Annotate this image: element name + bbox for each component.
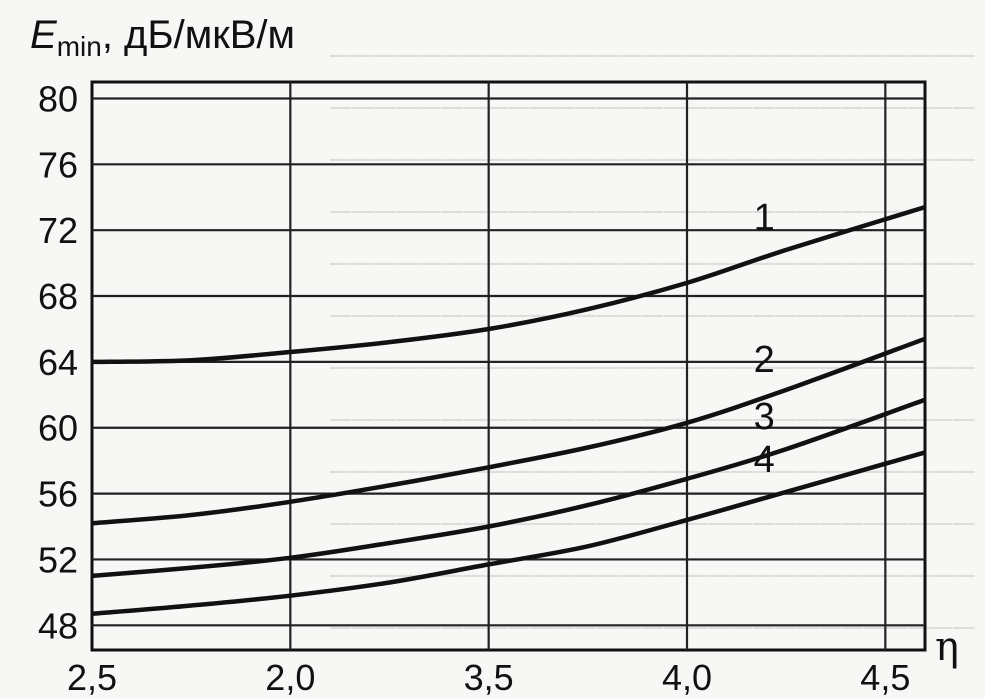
series-label-1: 1: [754, 197, 775, 239]
series-line-2: [91, 336, 926, 526]
series-label-4: 4: [754, 439, 775, 481]
y-tick-label: 76: [38, 144, 78, 185]
series-curves: [91, 204, 926, 617]
series-line-4: [91, 450, 926, 617]
series-line-3: [91, 397, 926, 579]
series-label-2: 2: [754, 339, 775, 381]
x-axis-title: η: [935, 624, 959, 670]
x-tick-label: 3,5: [464, 657, 514, 698]
series-label-3: 3: [754, 396, 775, 438]
y-tick-label: 48: [38, 605, 78, 646]
x-tick-label: 4,5: [860, 657, 910, 698]
plot-frame: [90, 80, 927, 652]
series-labels: 1 2 34: [754, 197, 775, 481]
x-tick-label: 2,0: [265, 657, 315, 698]
y-tick-label: 64: [38, 342, 78, 383]
y-tick-label: 52: [38, 539, 78, 580]
y-tick-label: 68: [38, 276, 78, 317]
y-tick-label: 80: [38, 78, 78, 119]
y-axis-ticks: 48 52 56 60 64 68 72 76 80: [38, 78, 78, 646]
y-tick-label: 56: [38, 474, 78, 515]
series-line-1: [91, 204, 926, 365]
x-axis-ticks: 2,5 2,0 3,5 4,0 4,5: [67, 657, 910, 698]
y-tick-label: 72: [38, 210, 78, 251]
y-axis-title: Emin, дБ/мкВ/м: [30, 13, 295, 62]
y-tick-label: 60: [38, 408, 78, 449]
x-tick-label: 4,0: [662, 657, 712, 698]
x-tick-label: 2,5: [67, 657, 117, 698]
